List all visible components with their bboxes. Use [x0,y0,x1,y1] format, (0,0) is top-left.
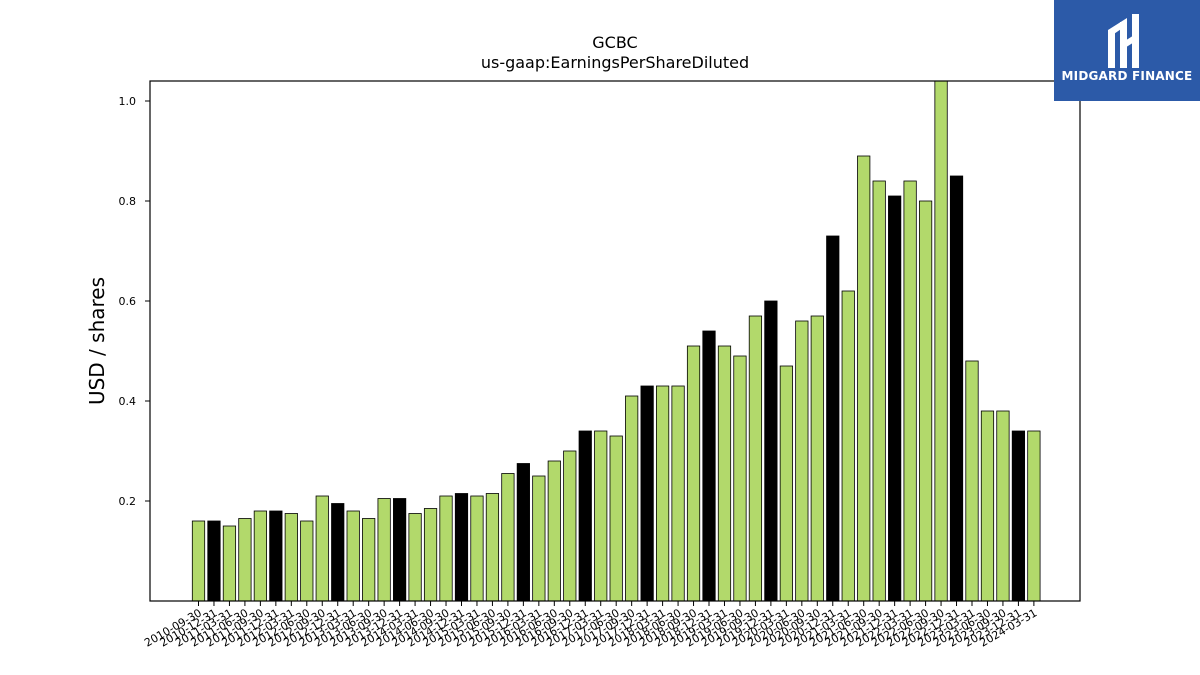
bar-2011-06-30 [238,518,252,602]
plot-frame [149,80,1081,602]
y-tick-label: 0.2 [119,495,137,508]
logo-mark-icon [1108,14,1139,68]
bar-2020-03-31 [779,365,793,602]
bar-2010-12-31 [207,520,221,602]
bar-2016-09-30 [563,450,577,602]
bar-2018-09-30 [686,345,701,602]
bar-2012-03-31 [284,513,298,602]
bar-2018-12-31 [702,330,716,602]
chart-subtitle: us-gaap:EarningsPerShareDiluted [481,53,749,72]
bar-2020-09-30 [810,315,824,602]
bar-2020-06-30 [795,320,809,602]
bar-2011-03-31 [222,525,237,602]
bar-2019-03-31 [717,345,732,602]
y-axis-label: USD / shares [85,277,109,405]
bar-2023-12-31 [1011,430,1026,602]
bar-2022-03-31 [903,180,917,602]
bar-2017-03-31 [594,430,608,602]
y-tick-label: 1.0 [119,95,137,108]
bar-2012-06-30 [300,520,314,602]
midgard-finance-logo: MIDGARD FINANCE [1054,0,1200,101]
bar-2011-12-31 [269,510,283,602]
bar-2016-03-31 [532,475,546,602]
bar-2010-09-30 [191,520,206,602]
bar-2015-06-30 [485,493,500,602]
bar-2014-06-30 [423,508,438,602]
bar-2018-03-31 [656,385,670,602]
x-axis: 2010-09-302010-12-312011-03-312011-06-30… [142,601,1039,650]
bar-2019-12-31 [764,300,778,602]
y-tick-label: 0.4 [119,395,137,408]
bar-2022-12-31 [949,175,964,602]
bar-2021-03-31 [841,290,855,602]
bars-group [191,80,1041,602]
bar-2011-09-30 [253,510,267,602]
bar-2018-06-30 [671,385,685,602]
bar-2021-12-31 [888,195,902,602]
bar-2014-03-31 [408,513,422,602]
bar-2012-09-30 [315,495,329,602]
bar-2015-09-30 [501,473,515,602]
bar-2021-09-30 [872,180,886,602]
y-axis: 0.2 0.4 0.6 0.8 1.0 [119,95,150,508]
bar-2016-12-31 [578,430,592,602]
y-tick-label: 0.8 [119,195,137,208]
bar-2013-03-31 [346,510,360,602]
bar-2019-06-30 [733,355,747,602]
chart-title: GCBC [592,33,637,52]
bar-2020-12-31 [826,235,840,602]
bar-2023-06-30 [980,410,995,602]
bar-2024-03-31 [1027,430,1041,602]
bar-2013-12-31 [393,498,407,602]
y-tick-label: 0.6 [119,295,137,308]
bar-2019-09-30 [748,315,763,602]
bar-2013-06-30 [362,518,376,602]
bar-2023-09-30 [996,410,1010,602]
bar-2017-06-30 [609,435,623,602]
bar-2022-06-30 [918,200,933,602]
bar-2014-09-30 [439,495,453,602]
bar-2016-06-30 [547,460,561,602]
bar-2017-09-30 [625,395,639,602]
bar-2023-03-31 [965,360,979,602]
bar-2014-12-31 [454,493,469,602]
bar-2021-06-30 [857,155,871,602]
bar-2017-12-31 [640,385,654,602]
bar-2015-12-31 [516,463,530,602]
bar-2015-03-31 [470,495,484,602]
logo-text: MIDGARD FINANCE [1061,69,1193,83]
bar-2012-12-31 [331,503,345,602]
bar-2013-09-30 [377,498,391,602]
bar-2022-09-30 [934,80,948,602]
